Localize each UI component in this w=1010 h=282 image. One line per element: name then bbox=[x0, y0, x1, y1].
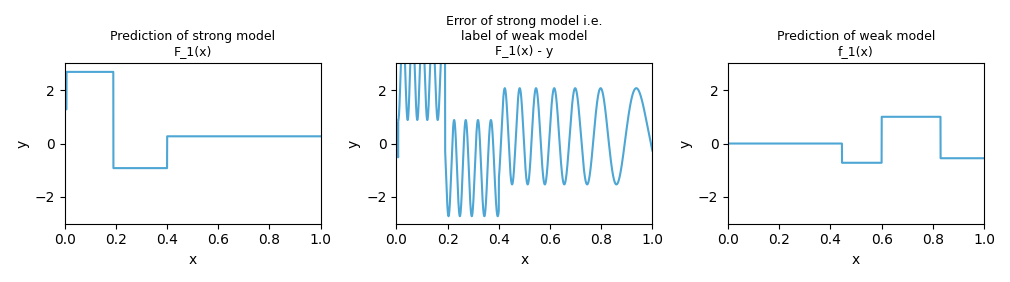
Y-axis label: y: y bbox=[346, 139, 361, 148]
X-axis label: x: x bbox=[851, 253, 861, 267]
Y-axis label: y: y bbox=[15, 139, 29, 148]
Title: Prediction of strong model
F_1(x): Prediction of strong model F_1(x) bbox=[110, 30, 276, 58]
Y-axis label: y: y bbox=[679, 139, 693, 148]
X-axis label: x: x bbox=[520, 253, 528, 267]
Title: Error of strong model i.e.
label of weak model
F_1(x) - y: Error of strong model i.e. label of weak… bbox=[446, 15, 603, 58]
Title: Prediction of weak model
f_1(x): Prediction of weak model f_1(x) bbox=[777, 30, 935, 58]
X-axis label: x: x bbox=[189, 253, 197, 267]
